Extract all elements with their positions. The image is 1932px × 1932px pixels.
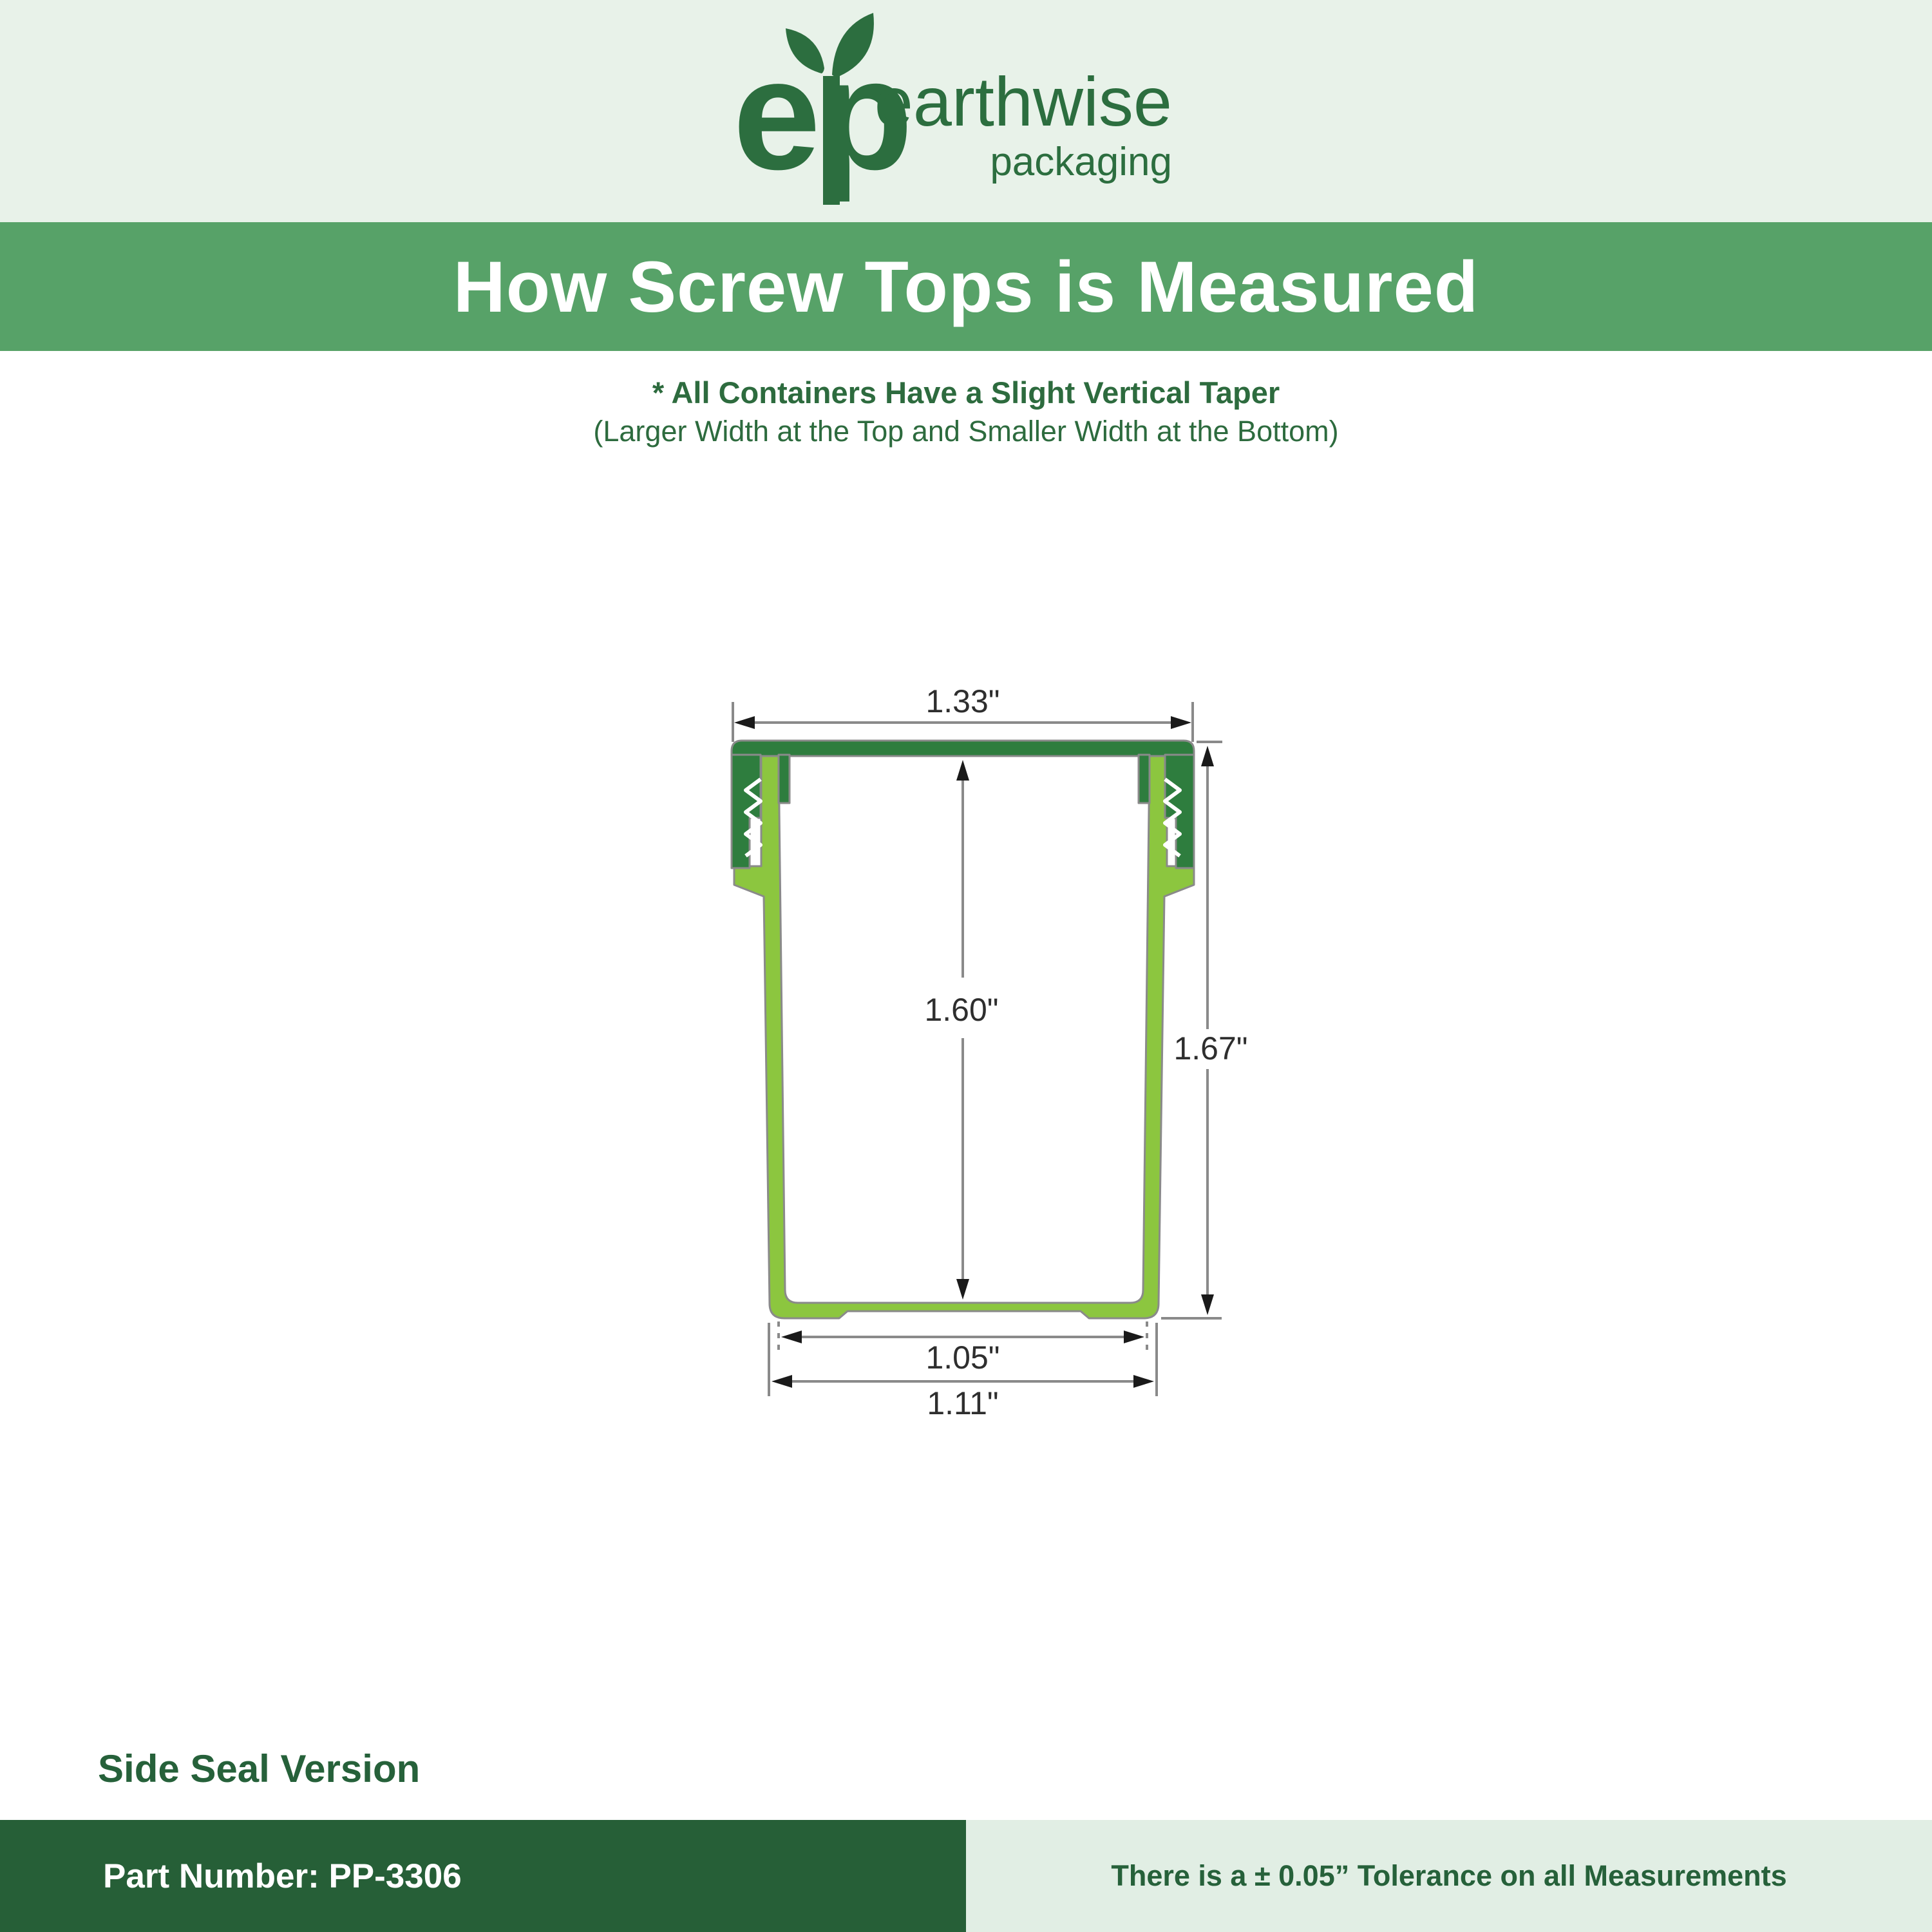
thread-icon xyxy=(744,777,1182,858)
leaf-icon xyxy=(786,13,874,77)
earthwise-packaging-logo: ep earthwise packaging xyxy=(733,13,1172,205)
tolerance-bar: There is a ± 0.05” Tolerance on all Meas… xyxy=(966,1820,1932,1932)
dimension-overall-height: 1.67" xyxy=(1161,741,1248,1320)
dim-label-bottom-outer-width: 1.11" xyxy=(927,1385,998,1421)
dim-label-overall-height: 1.67" xyxy=(1173,1030,1247,1066)
dimension-top-width: 1.33" xyxy=(732,683,1194,742)
logo-wordmark-sub: packaging xyxy=(990,140,1172,184)
dim-label-inner-height: 1.60" xyxy=(924,992,998,1028)
dimension-bottom-outer-width: 1.11" xyxy=(768,1323,1158,1421)
side-seal-version-label: Side Seal Version xyxy=(98,1747,421,1790)
logo-wordmark: earthwise xyxy=(875,62,1172,140)
tolerance-note: There is a ± 0.05” Tolerance on all Meas… xyxy=(1111,1859,1787,1892)
logo-monogram: ep xyxy=(733,26,909,202)
dimension-bottom-inner-width: 1.05" xyxy=(777,1321,1148,1376)
subtitle-block: * All Containers Have a Slight Vertical … xyxy=(0,372,1932,451)
page-title: How Screw Tops is Measured xyxy=(453,246,1479,327)
part-number-bar: Part Number: PP-3306 xyxy=(0,1820,966,1932)
container-cross-section-diagram: 1.33" 1.60" xyxy=(730,683,1248,1421)
title-banner: How Screw Tops is Measured xyxy=(0,222,1932,351)
dim-label-top-width: 1.33" xyxy=(925,683,999,719)
subtitle-line1: * All Containers Have a Slight Vertical … xyxy=(652,375,1280,410)
logo-stem xyxy=(823,76,840,205)
container-body xyxy=(733,755,1195,1320)
header-band: ep earthwise packaging xyxy=(0,0,1932,222)
dim-label-bottom-inner-width: 1.05" xyxy=(925,1340,999,1376)
part-number: Part Number: PP-3306 xyxy=(103,1857,462,1895)
dimension-inner-height: 1.60" xyxy=(924,760,999,1300)
subtitle-line2: (Larger Width at the Top and Smaller Wid… xyxy=(593,415,1339,448)
